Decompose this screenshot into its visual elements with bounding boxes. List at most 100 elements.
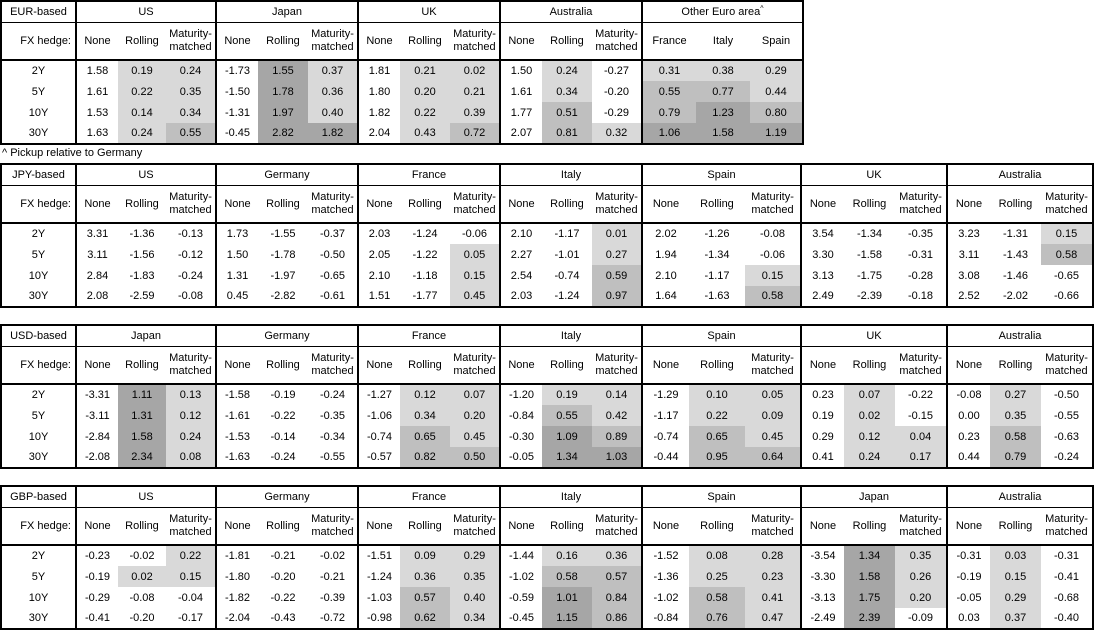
- value-cell: -0.24: [1053, 451, 1080, 463]
- value-cell: 2.84: [75, 265, 118, 286]
- subcol-header-rolling: Rolling: [400, 22, 450, 61]
- value-cell: 2.04: [357, 123, 400, 144]
- subcol-header-rolling: Rolling: [542, 346, 592, 385]
- gbp-based-table: GBP-based US Germany France Italy Spain Japan A…: [0, 485, 1094, 630]
- value-cell: 0.72: [450, 123, 500, 144]
- subcol-header-maturity-matched: Maturity-matched: [450, 22, 500, 61]
- row-30y: 30Y -0.41 -0.20 -0.17 -2.04 -0.43 -0.72 -0.98 0.…: [1, 608, 1093, 629]
- value-cell: -2.08: [75, 447, 118, 468]
- subcol-header-rolling: Rolling: [844, 185, 895, 224]
- value-cell: -0.05: [946, 587, 990, 608]
- value-cell: 0.15: [990, 566, 1041, 587]
- value-cell: -0.02: [319, 550, 346, 562]
- value-cell: -0.20: [603, 85, 630, 98]
- value-cell: -2.39: [856, 290, 883, 302]
- value-cell: -1.77: [412, 290, 438, 302]
- subcol-header-none: None: [641, 346, 689, 385]
- value-cell: 3.54: [800, 223, 844, 244]
- value-cell: 0.84: [592, 587, 642, 608]
- eur-based-table-container: EUR-based US Japan UK Australia Other Euro ar…: [0, 0, 1094, 145]
- country-header-other-euro-area: Other Euro area^: [641, 1, 803, 23]
- usd-based-table-container: USD-based Japan Germany France Italy Spain UK A…: [0, 324, 1094, 469]
- value-cell: -0.50: [319, 248, 346, 261]
- value-cell: 0.47: [745, 608, 801, 629]
- value-cell: 1.73: [215, 223, 258, 244]
- value-cell: 0.00: [946, 405, 990, 426]
- value-cell: -2.02: [1002, 290, 1029, 302]
- value-cell: 0.24: [118, 123, 166, 144]
- value-cell: 0.17: [895, 447, 947, 468]
- value-cell: 0.89: [592, 426, 642, 447]
- maturity-label: 30Y: [1, 123, 77, 144]
- value-cell: -1.53: [215, 426, 258, 447]
- subcol-header-rolling: Rolling: [118, 346, 166, 385]
- value-cell: 0.36: [400, 566, 450, 587]
- value-cell: 0.55: [542, 405, 592, 426]
- value-cell: 0.15: [745, 265, 801, 286]
- value-cell: -0.19: [270, 389, 296, 401]
- value-cell: -0.31: [1053, 550, 1080, 562]
- value-cell: -1.20: [499, 384, 542, 405]
- subcol-header-rolling: Rolling: [689, 346, 745, 385]
- subcol-header-none: None: [215, 185, 258, 224]
- value-cell: -0.20: [129, 612, 155, 624]
- subcol-header-none: None: [215, 22, 258, 61]
- value-cell: 0.02: [844, 405, 895, 426]
- value-cell: 0.27: [990, 384, 1041, 405]
- value-cell: 0.36: [308, 81, 358, 102]
- value-cell: -0.17: [177, 612, 204, 624]
- value-cell: 0.81: [542, 123, 592, 144]
- value-cell: 0.02: [450, 60, 500, 81]
- subcol-header-none: None: [499, 507, 542, 546]
- fx-hedge-label: FX hedge:: [1, 22, 77, 61]
- value-cell: 1.01: [542, 587, 592, 608]
- value-cell: -0.84: [499, 405, 542, 426]
- country-header-australia: Australia: [946, 164, 1093, 186]
- value-cell: 0.09: [400, 545, 450, 566]
- value-cell: -0.19: [946, 566, 990, 587]
- value-cell: 0.51: [542, 102, 592, 123]
- subcol-header-spain: Spain: [750, 22, 803, 61]
- value-cell: -0.08: [177, 290, 204, 302]
- subcol-header-rolling: Rolling: [258, 22, 308, 61]
- subcol-header-rolling: Rolling: [990, 346, 1041, 385]
- value-cell: -1.82: [215, 587, 258, 608]
- subcol-header-none: None: [800, 185, 844, 224]
- value-cell: -1.46: [1002, 269, 1029, 282]
- value-cell: 1.82: [357, 102, 400, 123]
- row-10y: 10Y -2.84 1.58 0.24 -1.53 -0.14 -0.34 -0.74 0.65…: [1, 426, 1093, 447]
- fx-hedge-label: FX hedge:: [1, 507, 77, 546]
- value-cell: -1.36: [129, 228, 155, 240]
- value-cell: 0.35: [450, 566, 500, 587]
- value-cell: -0.19: [75, 566, 118, 587]
- value-cell: 0.01: [592, 223, 642, 244]
- value-cell: -1.17: [704, 269, 730, 282]
- subcol-header-none: None: [946, 346, 990, 385]
- value-cell: 0.22: [689, 405, 745, 426]
- value-cell: -1.31: [1002, 228, 1029, 240]
- value-cell: -0.18: [907, 290, 934, 302]
- maturity-label: 10Y: [1, 587, 77, 608]
- value-cell: -1.34: [856, 228, 883, 240]
- row-30y: 30Y 1.63 0.24 0.55 -0.45 2.82 1.82 2.04 0.43 0.72…: [1, 123, 803, 144]
- value-cell: -1.24: [554, 290, 580, 302]
- value-cell: 0.44: [946, 447, 990, 468]
- value-cell: 0.58: [990, 426, 1041, 447]
- value-cell: 3.08: [946, 265, 990, 286]
- value-cell: -0.55: [1053, 409, 1080, 422]
- value-cell: 2.03: [357, 223, 400, 244]
- value-cell: -0.09: [907, 612, 934, 624]
- value-cell: 1.50: [215, 244, 258, 265]
- value-cell: -1.24: [412, 228, 438, 240]
- value-cell: 2.05: [357, 244, 400, 265]
- value-cell: -0.35: [907, 228, 934, 240]
- value-cell: -0.41: [1053, 570, 1080, 583]
- value-cell: 1.58: [844, 566, 895, 587]
- value-cell: 1.15: [542, 608, 592, 629]
- subcol-header-maturity-matched: Maturity-matched: [592, 185, 642, 224]
- value-cell: 0.65: [689, 426, 745, 447]
- gbp-based-table-container: GBP-based US Germany France Italy Spain Japan A…: [0, 485, 1094, 630]
- eur-based-table: EUR-based US Japan UK Australia Other Euro ar…: [0, 0, 804, 145]
- value-cell: 0.07: [844, 384, 895, 405]
- value-cell: 0.42: [592, 405, 642, 426]
